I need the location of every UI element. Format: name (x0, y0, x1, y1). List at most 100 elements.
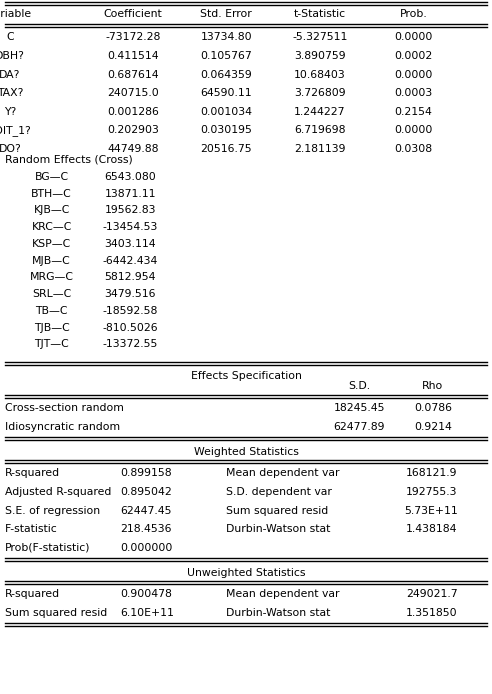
Text: KRC—C: KRC—C (31, 222, 72, 232)
Text: -73172.28: -73172.28 (105, 33, 160, 42)
Text: Std. Error: Std. Error (200, 9, 252, 19)
Text: 3.726809: 3.726809 (294, 88, 345, 98)
Text: 64590.11: 64590.11 (201, 88, 252, 98)
Text: -810.5026: -810.5026 (102, 323, 158, 332)
Text: 0.000000: 0.000000 (121, 543, 173, 553)
Text: 5.73E+11: 5.73E+11 (404, 506, 458, 516)
Text: 0.064359: 0.064359 (200, 69, 252, 80)
Text: 0.0308: 0.0308 (394, 144, 432, 154)
Text: 240715.0: 240715.0 (107, 88, 159, 98)
Text: 13871.11: 13871.11 (105, 189, 156, 198)
Text: -13454.53: -13454.53 (103, 222, 158, 232)
Text: TAX?: TAX? (0, 88, 23, 98)
Text: R-squared: R-squared (5, 468, 60, 478)
Text: MRG—C: MRG—C (30, 272, 74, 282)
Text: Effects Specification: Effects Specification (190, 371, 302, 381)
Text: Coefficient: Coefficient (103, 9, 162, 19)
Text: 0.0003: 0.0003 (394, 88, 432, 98)
Text: 19562.83: 19562.83 (105, 205, 156, 215)
Text: 1.438184: 1.438184 (406, 524, 458, 534)
Text: BOIT_1?: BOIT_1? (0, 125, 31, 136)
Text: Prob(F-statistic): Prob(F-statistic) (5, 543, 91, 553)
Text: TJB—C: TJB—C (34, 323, 69, 332)
Text: 5812.954: 5812.954 (105, 272, 156, 282)
Text: Weighted Statistics: Weighted Statistics (193, 447, 299, 457)
Text: 3.890759: 3.890759 (294, 51, 345, 61)
Text: -6442.434: -6442.434 (103, 255, 158, 266)
Text: 249021.7: 249021.7 (406, 589, 458, 600)
Text: 10.68403: 10.68403 (294, 69, 346, 80)
Text: 0.0786: 0.0786 (414, 403, 452, 414)
Text: TJT—C: TJT—C (34, 339, 69, 349)
Text: MJB—C: MJB—C (32, 255, 71, 266)
Text: Unweighted Statistics: Unweighted Statistics (187, 568, 305, 578)
Text: -13372.55: -13372.55 (103, 339, 158, 349)
Text: 0.0000: 0.0000 (394, 69, 432, 80)
Text: Prob.: Prob. (400, 9, 427, 19)
Text: 0.001286: 0.001286 (107, 107, 159, 117)
Text: 0.895042: 0.895042 (121, 487, 172, 497)
Text: Mean dependent var: Mean dependent var (226, 589, 340, 600)
Text: 18245.45: 18245.45 (334, 403, 385, 414)
Text: KJB—C: KJB—C (33, 205, 70, 215)
Text: DA?: DA? (0, 69, 21, 80)
Text: Durbin-Watson stat: Durbin-Watson stat (226, 608, 331, 618)
Text: 6.10E+11: 6.10E+11 (121, 608, 175, 618)
Text: -18592.58: -18592.58 (103, 306, 158, 316)
Text: C: C (6, 33, 14, 42)
Text: Mean dependent var: Mean dependent var (226, 468, 340, 478)
Text: Cross-section random: Cross-section random (5, 403, 124, 414)
Text: 6.719698: 6.719698 (294, 126, 345, 135)
Text: 0.030195: 0.030195 (200, 126, 252, 135)
Text: 0.9214: 0.9214 (414, 422, 452, 432)
Text: 1.351850: 1.351850 (406, 608, 458, 618)
Text: SRL—C: SRL—C (32, 289, 71, 299)
Text: Y?: Y? (4, 107, 16, 117)
Text: 6543.080: 6543.080 (104, 172, 156, 182)
Text: 168121.9: 168121.9 (406, 468, 458, 478)
Text: BTH—C: BTH—C (31, 189, 72, 198)
Text: DO?: DO? (0, 144, 21, 154)
Text: R-squared: R-squared (5, 589, 60, 600)
Text: DBH?: DBH? (0, 51, 25, 61)
Text: Sum squared resid: Sum squared resid (226, 506, 329, 516)
Text: 0.411514: 0.411514 (107, 51, 158, 61)
Text: Sum squared resid: Sum squared resid (5, 608, 107, 618)
Text: -5.327511: -5.327511 (292, 33, 347, 42)
Text: 0.687614: 0.687614 (107, 69, 158, 80)
Text: 20516.75: 20516.75 (201, 144, 252, 154)
Text: S.D. dependent var: S.D. dependent var (226, 487, 332, 497)
Text: 0.0000: 0.0000 (394, 126, 432, 135)
Text: 0.001034: 0.001034 (200, 107, 252, 117)
Text: 0.105767: 0.105767 (200, 51, 252, 61)
Text: BG—C: BG—C (34, 172, 69, 182)
Text: 2.181139: 2.181139 (294, 144, 345, 154)
Text: 44749.88: 44749.88 (107, 144, 158, 154)
Text: Random Effects (Cross): Random Effects (Cross) (5, 154, 133, 164)
Text: 0.0000: 0.0000 (394, 33, 432, 42)
Text: 192755.3: 192755.3 (406, 487, 458, 497)
Text: 0.0002: 0.0002 (394, 51, 432, 61)
Text: Adjusted R-squared: Adjusted R-squared (5, 487, 111, 497)
Text: Idiosyncratic random: Idiosyncratic random (5, 422, 120, 432)
Text: 62447.45: 62447.45 (121, 506, 172, 516)
Text: 0.900478: 0.900478 (121, 589, 172, 600)
Text: Durbin-Watson stat: Durbin-Watson stat (226, 524, 331, 534)
Text: KSP—C: KSP—C (32, 239, 71, 249)
Text: TB—C: TB—C (35, 306, 68, 316)
Text: 0.2154: 0.2154 (395, 107, 432, 117)
Text: t-Statistic: t-Statistic (294, 9, 346, 19)
Text: S.D.: S.D. (348, 381, 370, 391)
Text: 1.244227: 1.244227 (294, 107, 345, 117)
Text: Rho: Rho (422, 381, 444, 391)
Text: Variable: Variable (0, 9, 32, 19)
Text: 62477.89: 62477.89 (334, 422, 385, 432)
Text: 0.899158: 0.899158 (121, 468, 172, 478)
Text: 3479.516: 3479.516 (105, 289, 156, 299)
Text: 0.202903: 0.202903 (107, 126, 159, 135)
Text: 3403.114: 3403.114 (105, 239, 156, 249)
Text: F-statistic: F-statistic (5, 524, 58, 534)
Text: 218.4536: 218.4536 (121, 524, 172, 534)
Text: 13734.80: 13734.80 (201, 33, 252, 42)
Text: S.E. of regression: S.E. of regression (5, 506, 100, 516)
